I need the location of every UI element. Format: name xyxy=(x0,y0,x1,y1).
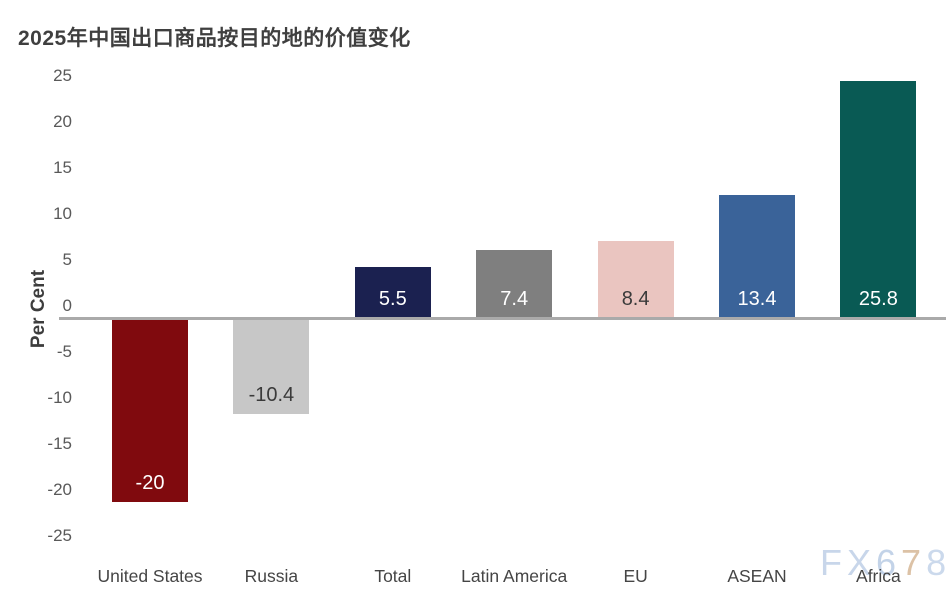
bar-value-eu: 8.4 xyxy=(621,287,650,310)
bar-value-africa: 25.8 xyxy=(858,287,898,310)
y-tick-label-10: 10 xyxy=(53,204,72,223)
y-tick-label-20: 20 xyxy=(53,112,72,131)
category-label-africa: Africa xyxy=(856,566,901,586)
category-label-eu: EU xyxy=(623,566,648,586)
fx678-watermark: FX678 xyxy=(820,544,951,582)
category-label-latin-america: Latin America xyxy=(461,566,568,586)
y-tick-label--10: -10 xyxy=(47,388,72,407)
y-tick-label--15: -15 xyxy=(47,434,72,453)
y-tick-label-0: 0 xyxy=(62,296,72,315)
bar-eu: 8.4 xyxy=(597,240,674,318)
category-label-asean: ASEAN xyxy=(727,566,787,586)
y-tick-label-15: 15 xyxy=(53,158,72,177)
bar-africa: 25.8 xyxy=(840,80,917,318)
y-tick-label-5: 5 xyxy=(62,250,72,269)
category-label-united-states: United States xyxy=(97,566,203,586)
watermark-letter: F xyxy=(820,542,847,583)
watermark-letter: 7 xyxy=(901,542,927,583)
y-tick-label--20: -20 xyxy=(47,480,72,499)
category-label-russia: Russia xyxy=(244,566,299,586)
bar-asean: 13.4 xyxy=(719,194,795,318)
bar-russia: -10.4 xyxy=(233,318,310,414)
bar-value-latin-america: 7.4 xyxy=(500,287,529,310)
watermark-letter: X xyxy=(847,542,877,583)
watermark-letter: 6 xyxy=(876,542,902,583)
bar-value-total: 5.5 xyxy=(378,287,407,310)
bar-united-states: -20 xyxy=(112,318,188,502)
chart-title: 2025年中国出口商品按目的地的价值变化 xyxy=(18,27,411,50)
y-tick-label--5: -5 xyxy=(56,342,72,361)
category-label-total: Total xyxy=(374,566,412,586)
y-tick-label-25: 25 xyxy=(53,66,72,85)
zero-axis-line xyxy=(59,317,946,320)
y-tick-label--25: -25 xyxy=(47,526,72,545)
watermark-letter: 8 xyxy=(926,542,952,583)
bar-value-united-states: -20 xyxy=(135,472,165,494)
bar-total: 5.5 xyxy=(354,267,431,318)
bar-latin-america: 7.4 xyxy=(476,249,553,318)
bar-value-asean: 13.4 xyxy=(737,287,777,310)
bar-value-russia: -10.4 xyxy=(248,383,295,406)
